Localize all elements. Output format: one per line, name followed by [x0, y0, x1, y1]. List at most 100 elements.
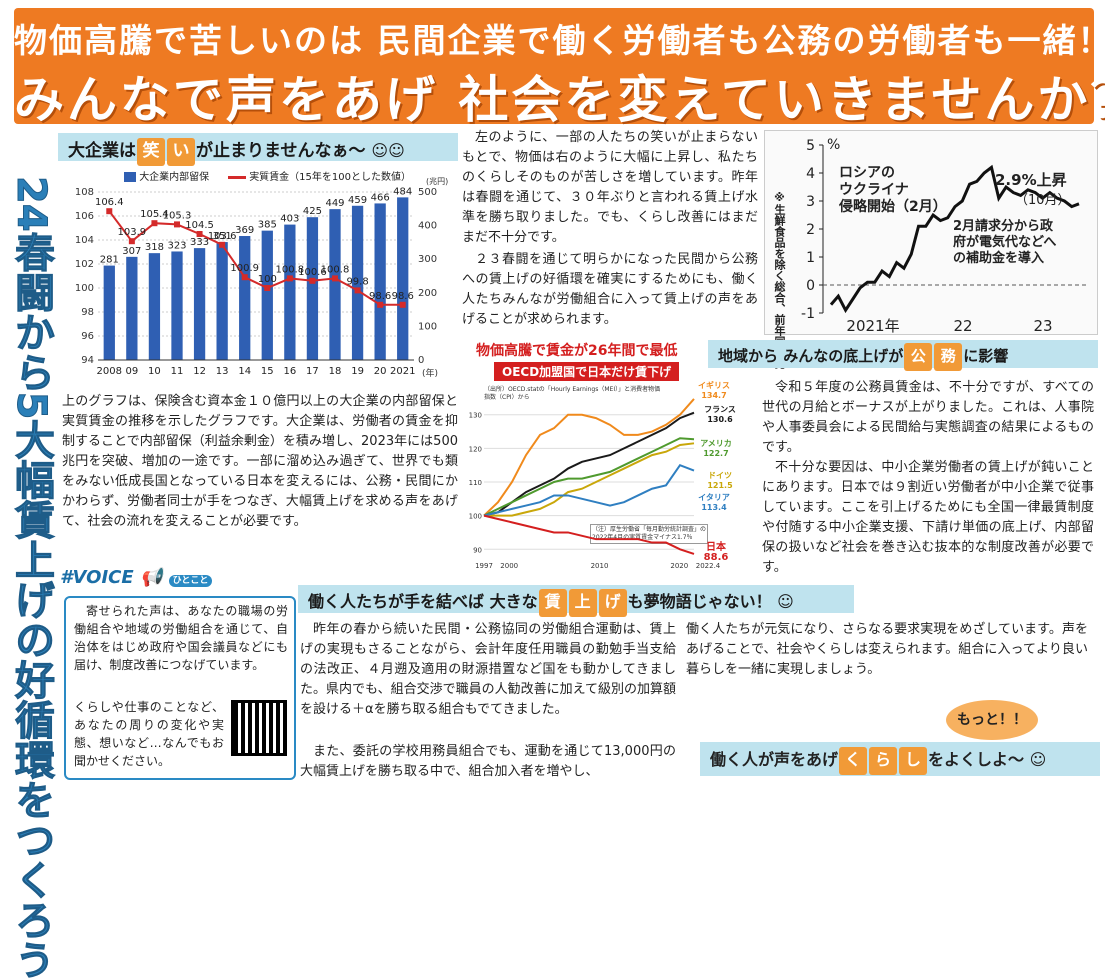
wage-label: 105.4: [140, 209, 169, 220]
wage-point: [241, 274, 248, 281]
bar-19: [351, 205, 364, 360]
section-heading-wage-raise: 働く人たちが手を結べば 大きな賃上げも夢物語じゃない！ ☺: [298, 585, 854, 617]
chart1-legend-bar: 大企業内部留保: [124, 168, 209, 183]
heading-highlight: げ: [598, 589, 627, 617]
y-tick: 1: [806, 250, 815, 266]
x-label: 2021年: [846, 317, 899, 335]
y-tick-left: 98: [81, 307, 94, 318]
annotation-peak-month: （10月）: [1015, 193, 1071, 208]
y-tick: 130: [469, 412, 482, 420]
wage-label: 98.6: [392, 291, 414, 302]
bar-12: [193, 248, 206, 360]
x-tick: 10: [148, 366, 161, 377]
wage-label: 106.4: [95, 197, 124, 208]
bar-20: [374, 203, 386, 360]
bar-label: 403: [280, 214, 299, 225]
x-tick: 1997: [475, 562, 493, 570]
wage-point: [128, 238, 135, 245]
annot-line: 侵略開始（2月）: [839, 199, 947, 215]
bar-10: [148, 253, 161, 360]
series-value: 134.7: [701, 391, 726, 400]
voice-heading: #VOICE 📢 ひとこと: [60, 567, 213, 588]
annotation-russia: ロシアの ウクライナ 侵略開始（2月）: [839, 165, 947, 216]
x-tick: 2020: [670, 562, 688, 570]
series-name: イギリス: [698, 380, 730, 390]
megaphone-icon: 📢: [139, 567, 163, 588]
y-tick-right: 300: [418, 254, 437, 265]
voice-text-2: くらしや仕事のことなど、あなたの周りの変化や実態、想いなど…なんでもお聞かせくだ…: [74, 700, 224, 768]
annot-line: 2月請求分から政: [953, 219, 1054, 234]
series-name: イタリア: [698, 492, 730, 502]
x-tick: 13: [216, 366, 229, 377]
y-tick: 110: [469, 479, 482, 487]
x-tick: 15: [261, 366, 274, 377]
bar-2008: [103, 265, 115, 360]
bar-14: [239, 236, 251, 360]
series-value: 130.6: [707, 415, 733, 424]
bar-2021: [397, 197, 409, 360]
y-tick: 2: [806, 222, 815, 238]
series-line-5: [483, 514, 695, 555]
bar-label: 484: [393, 186, 412, 197]
voice-tag: ひとこと: [168, 575, 213, 587]
series-value: 122.7: [703, 449, 728, 458]
unit-right: (兆円): [426, 176, 448, 186]
wage-label: 103.6: [208, 231, 237, 242]
speech-bubble: もっと！！: [946, 700, 1038, 740]
series-line-3: [484, 442, 695, 517]
y-tick: 0: [806, 278, 815, 294]
x-tick: 14: [238, 366, 251, 377]
y-tick-left: 96: [81, 331, 94, 342]
bar-label: 351: [213, 231, 232, 242]
y-unit: %: [827, 137, 840, 153]
wage-label: 105.3: [163, 210, 192, 221]
vertical-title: 24春闘から5大幅賃上げの好循環をつくろう: [8, 176, 55, 980]
y-tick-left: 94: [81, 355, 94, 366]
annot-line: の補助金を導入: [953, 251, 1045, 266]
laughing-face-icon: ☺☺: [371, 141, 405, 160]
bar-label: 323: [167, 240, 186, 251]
bar-label: 459: [348, 195, 367, 206]
x-tick: 12: [193, 366, 206, 377]
bar-label: 425: [303, 206, 322, 217]
wage-label: 100.6: [298, 267, 327, 278]
series-line-2: [483, 437, 695, 517]
x-tick: 17: [306, 366, 319, 377]
wage-point: [219, 241, 226, 248]
text-middle: 左のように、一部の人たちの笑いが止まらないもとで、物価は右のように大幅に上昇し、…: [462, 130, 758, 245]
chart3-svg: 130 120 110 100 90 1997 2000 2010 2020 2022.4 イギリス…: [469, 380, 736, 570]
bar-label: 318: [145, 242, 164, 253]
wage-label: 104.5: [185, 220, 214, 231]
section-heading-public-service: 地域から みんなの底上げが公務に影響: [708, 340, 1098, 371]
series-line-1: [483, 411, 695, 517]
annot-line: ウクライナ: [839, 182, 909, 198]
wage-label: 100: [258, 274, 277, 285]
heading-highlight: 公: [904, 343, 933, 371]
x-tick: 2000: [500, 562, 518, 570]
y-tick-right: 200: [418, 288, 437, 299]
chart3-title: 物価高騰で賃金が26年間で最低: [476, 343, 678, 359]
qr-code[interactable]: [231, 700, 287, 756]
y-tick: 90: [473, 546, 482, 554]
heading-text: も夢物語じゃない！: [627, 592, 772, 611]
x-tick: 09: [125, 366, 138, 377]
x-tick: 18: [329, 366, 342, 377]
y-tick: 4: [806, 166, 815, 182]
text-bottom-left: 昨年の春から続いた民間・公務協同の労働組合運動は、賃上げの実現もさることながら、…: [300, 622, 676, 717]
chart2-ylabel: ※生鮮食品を除く総合、前年同月比: [773, 191, 786, 369]
wage-point: [377, 301, 384, 308]
bar-15: [261, 230, 273, 360]
series-name: 日本: [706, 540, 727, 553]
smile-face-icon: ☺: [1029, 750, 1047, 769]
text-left: 上のグラフは、保険含む資本金１０億円以上の大企業の内部留保と実質賃金の推移を示し…: [62, 394, 458, 529]
x-tick: 11: [171, 366, 184, 377]
wage-label: 98.6: [369, 291, 391, 302]
heading-highlight: い: [167, 138, 195, 166]
x-label: 22: [953, 317, 972, 335]
closing-highlight: し: [899, 747, 928, 775]
banner-line-1: 物価高騰で苦しいのは 民間企業で働く労働者も公務の労働者も一緒！: [14, 21, 1105, 60]
y-tick-left: 102: [75, 259, 94, 270]
annot-line: 府が電気代などへ: [953, 235, 1057, 250]
series-name: ドイツ: [708, 471, 732, 480]
x-label: 23: [1033, 317, 1052, 335]
